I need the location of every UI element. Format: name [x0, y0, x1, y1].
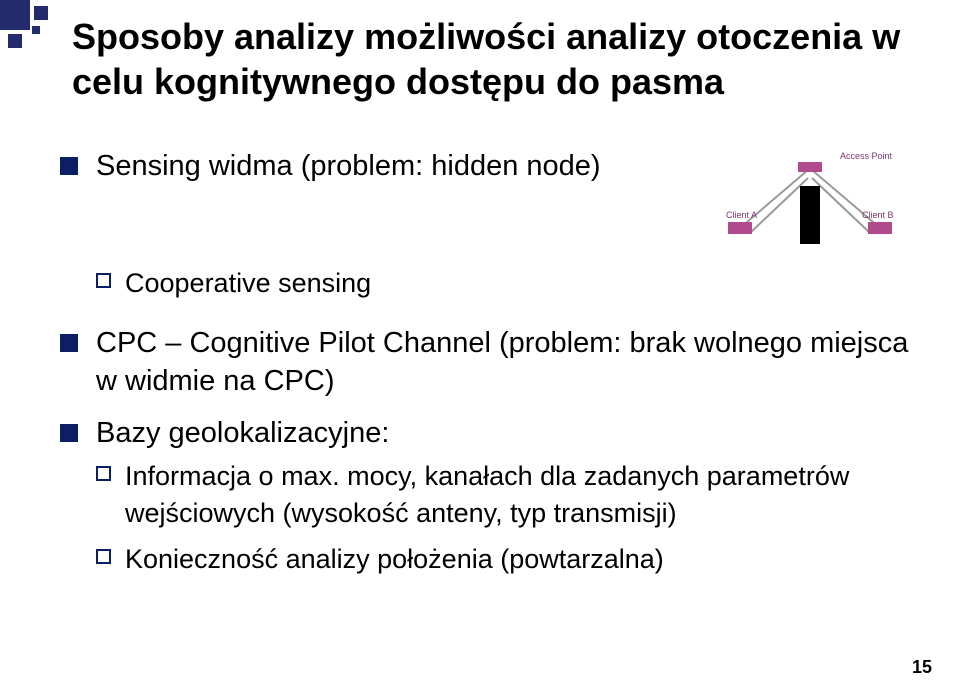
sub-bullet-marker — [96, 466, 111, 481]
bullet-text: Sensing widma (problem: hidden node) — [96, 148, 680, 186]
bullet-cpc: CPC – Cognitive Pilot Channel (problem: … — [60, 325, 920, 400]
hidden-node-diagram: Access Point Client A Client B — [700, 148, 920, 259]
corner-decoration — [0, 0, 70, 70]
bullet-text: Bazy geolokalizacyjne: — [96, 415, 920, 453]
ap-label: Access Point — [840, 151, 893, 161]
bullet-text: CPC – Cognitive Pilot Channel (problem: … — [96, 325, 920, 400]
bullet-marker — [60, 424, 78, 442]
slide-title: Sposoby analizy możliwości analizy otocz… — [72, 14, 920, 104]
bullet-marker — [60, 157, 78, 175]
sub-bullet-marker — [96, 549, 111, 564]
bullet-koniecznosc: Konieczność analizy położenia (powtarzal… — [96, 541, 920, 577]
slide-content: Sensing widma (problem: hidden node) Acc… — [60, 148, 920, 588]
sub-bullet-marker — [96, 273, 111, 288]
client-b-label: Client B — [862, 210, 894, 220]
bullet-marker — [60, 334, 78, 352]
client-a-label: Client A — [726, 210, 757, 220]
sub-bullet-text: Konieczność analizy położenia (powtarzal… — [125, 541, 664, 577]
bullet-bazy: Bazy geolokalizacyjne: — [60, 415, 920, 453]
bullet-sensing-widma: Sensing widma (problem: hidden node) Acc… — [60, 148, 920, 311]
sub-bullet-text: Cooperative sensing — [125, 265, 920, 301]
bullet-informacja: Informacja o max. mocy, kanałach dla zad… — [96, 458, 920, 531]
bullet-cooperative-sensing: Cooperative sensing — [96, 265, 920, 301]
page-number: 15 — [912, 657, 932, 678]
sub-bullet-text: Informacja o max. mocy, kanałach dla zad… — [125, 458, 920, 531]
